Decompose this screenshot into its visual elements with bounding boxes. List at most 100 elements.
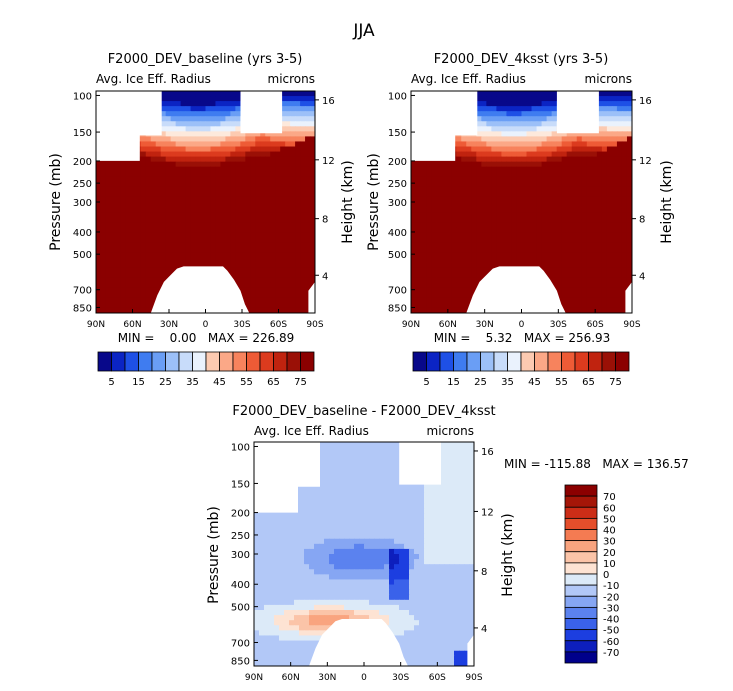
field-cell [591,252,598,259]
missing-data-region [625,281,632,313]
field-cell [364,498,370,504]
field-cell [274,513,280,519]
field-cell [265,207,271,213]
field-cell [280,196,286,203]
field-cell [264,513,270,519]
field-cell [501,247,508,254]
field-cell [339,487,345,494]
field-cell [125,247,132,254]
field-cell [526,156,533,163]
field-cell [140,292,147,299]
panel-2-stats: MIN = 5.32 MAX = 256.93 [434,331,611,345]
field-cell [379,492,385,499]
field-cell [476,207,482,213]
field-cell [215,207,222,213]
field-cell [536,237,543,243]
field-cell [210,146,217,153]
field-cell [414,528,420,535]
field-cell [200,156,207,163]
field-cell [621,131,628,138]
field-cell [235,222,241,228]
field-cell [531,126,538,132]
field-cell [571,267,578,274]
field-cell [305,287,311,294]
field-cell [155,136,162,143]
field-cell [541,126,548,132]
field-cell [496,156,503,163]
field-cell [626,161,632,168]
field-cell [596,121,603,127]
field-cell [334,467,340,474]
field-cell [444,513,450,519]
field-cell [359,548,365,555]
field-cell [100,227,107,233]
field-cell [140,156,147,163]
field-cell [571,217,578,223]
field-cell [215,111,222,117]
field-cell [426,307,432,313]
field-cell [260,166,266,173]
field-cell [606,151,613,158]
field-cell [150,136,157,143]
field-cell [434,533,440,540]
field-cell [120,181,127,188]
field-cell [334,442,340,448]
field-cell [566,237,573,243]
field-cell [416,247,422,254]
field-cell [506,242,513,249]
field-cell [601,126,608,132]
field-cell [561,146,568,153]
field-cell [115,217,122,223]
field-cell [416,282,422,289]
field-cell [426,262,432,269]
field-cell [220,232,227,238]
field-cell [200,151,207,158]
field-cell [369,528,375,535]
field-cell [611,196,618,203]
field-cell [140,277,147,284]
field-cell [596,106,603,112]
field-cell [160,146,167,153]
field-cell [255,267,261,274]
field-cell [416,262,422,269]
field-cell [324,492,330,499]
field-cell [359,457,365,463]
field-cell [454,492,460,499]
field-cell [446,272,452,279]
field-cell [446,227,452,233]
field-cell [265,181,271,188]
field-cell [200,217,207,223]
field-cell [379,472,385,479]
field-cell [464,528,470,535]
field-cell [491,116,497,122]
field-cell [220,136,227,143]
field-cell [546,227,553,233]
field-cell [506,176,513,183]
field-cell [429,508,435,514]
field-cell [125,161,132,168]
field-cell [606,106,613,112]
field-cell [454,533,460,540]
field-cell [300,101,306,107]
field-cell [546,272,553,279]
field-cell [305,196,311,203]
height-tick-label: 4 [322,271,328,282]
field-cell [349,447,355,453]
field-cell [516,176,523,183]
field-cell [551,146,558,153]
field-cell [235,106,241,112]
field-cell [441,292,447,299]
field-cell [394,503,400,509]
field-cell [280,186,286,193]
field-cell [339,477,345,484]
field-cell [295,227,301,233]
field-cell [190,237,197,243]
field-cell [210,91,217,97]
field-cell [526,186,533,193]
field-cell [556,207,563,213]
field-cell [516,131,523,138]
field-cell [235,191,241,198]
field-cell [235,212,241,218]
field-cell [444,447,450,453]
